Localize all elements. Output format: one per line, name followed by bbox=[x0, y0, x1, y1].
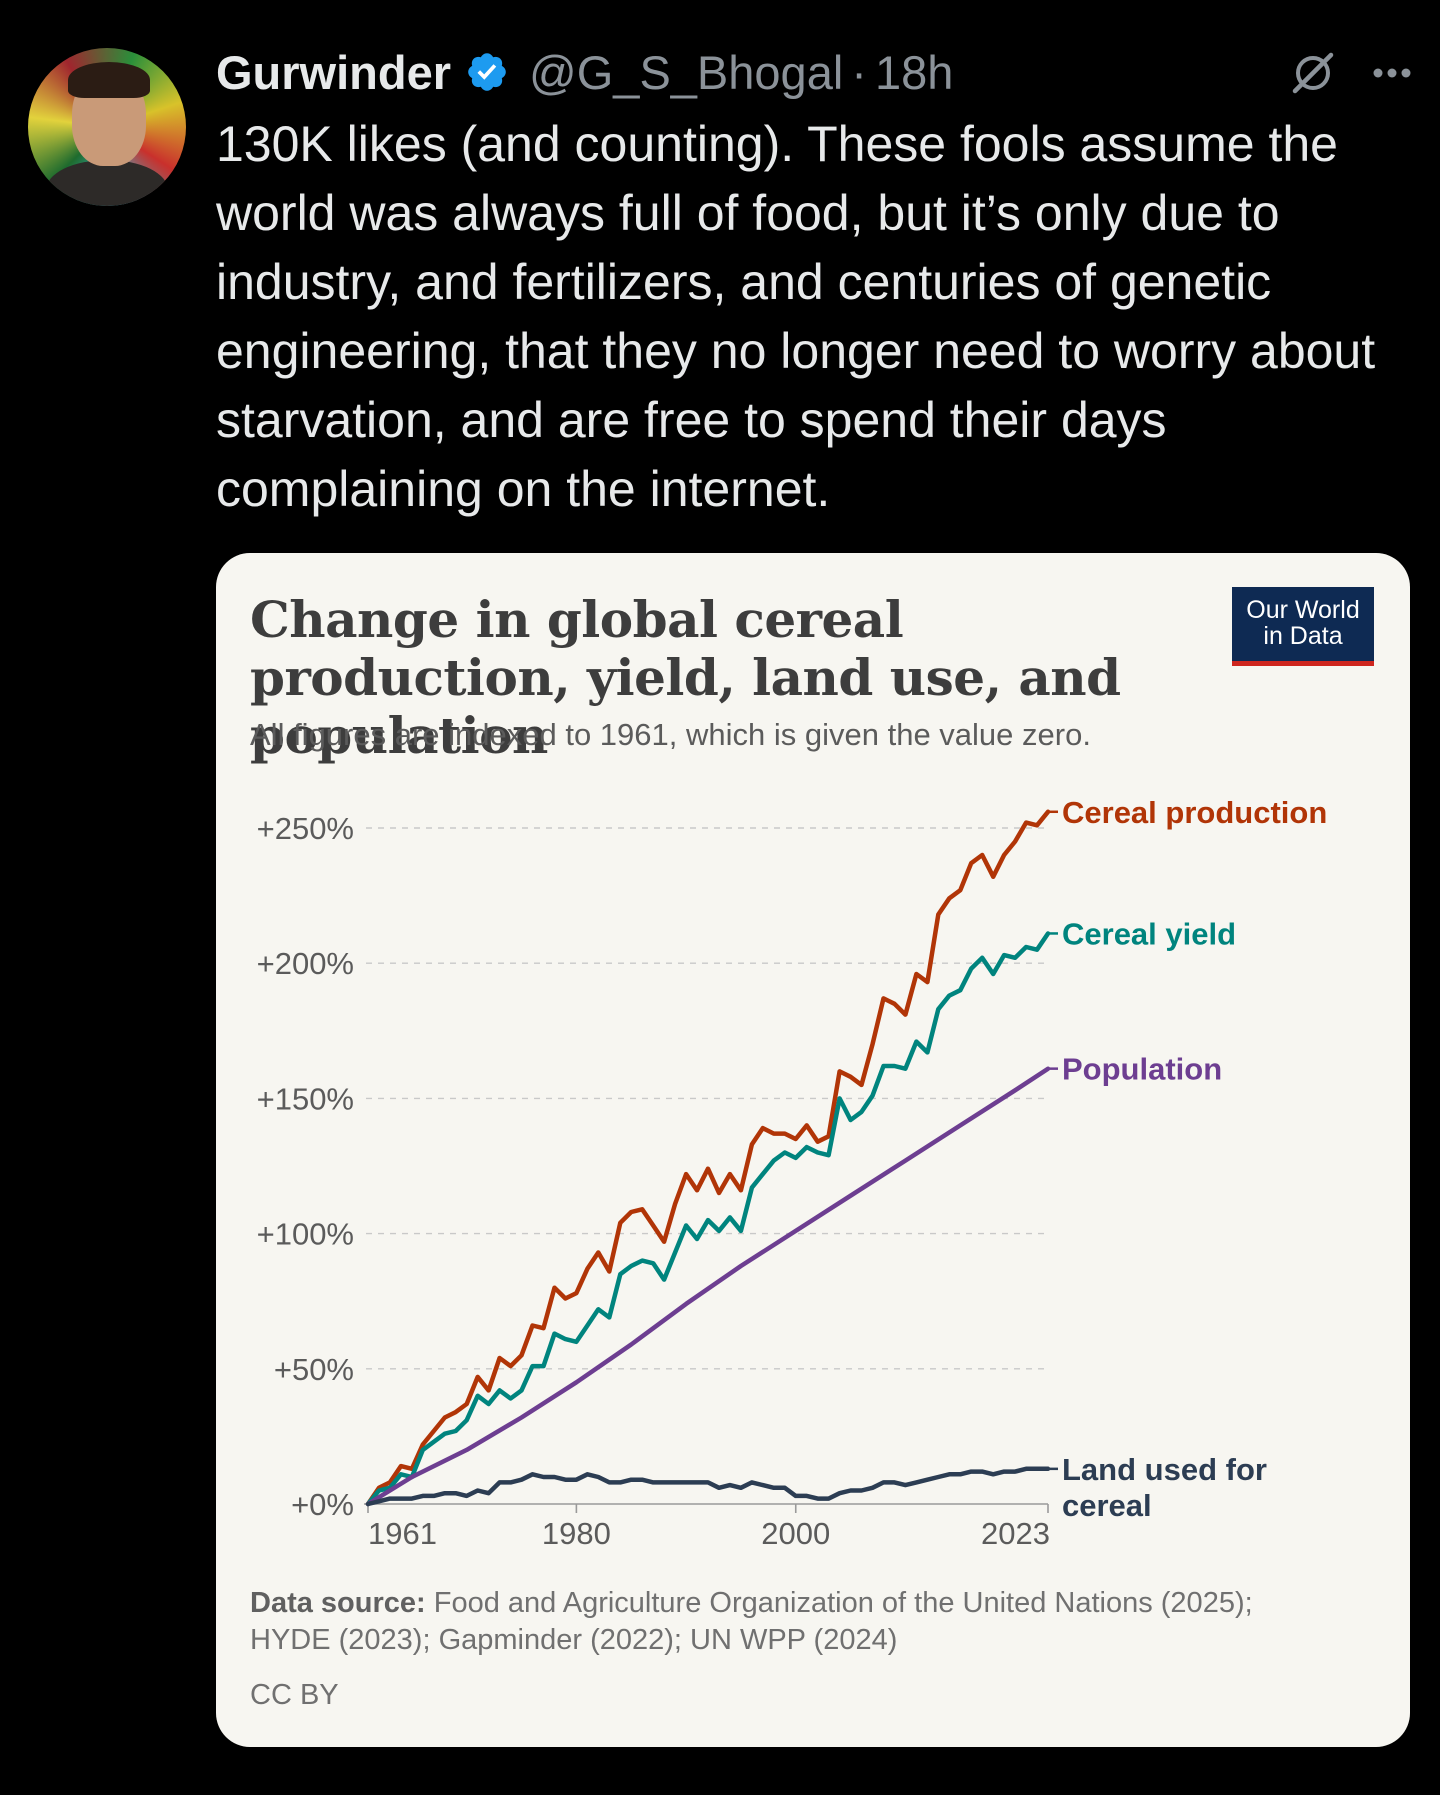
label-layer: +0% +50% +100% +150% +200% +250% 1961 1980 2000 2… bbox=[257, 795, 1328, 1551]
more-icon[interactable] bbox=[1372, 67, 1412, 79]
chart-card[interactable]: Change in global cereal production, yiel… bbox=[216, 553, 1410, 1747]
series-label: Land used for cereal bbox=[1062, 1452, 1267, 1523]
chart-footer: Data source: Food and Agriculture Organi… bbox=[250, 1585, 1253, 1659]
license[interactable]: CC BY bbox=[250, 1679, 339, 1711]
series-layer bbox=[365, 809, 1058, 1507]
y-tick-label: +0% bbox=[291, 1487, 354, 1522]
series-label: Population bbox=[1062, 1052, 1222, 1087]
series-line-cereal-production bbox=[365, 809, 1051, 1507]
source-text-2: HYDE (2023); Gapminder (2022); UN WPP (2… bbox=[250, 1624, 898, 1656]
series-line-cereal-yield bbox=[365, 931, 1051, 1507]
x-tick-label: 1961 bbox=[368, 1516, 437, 1551]
series-label: Cereal yield bbox=[1062, 916, 1236, 951]
avatar-hair bbox=[68, 62, 150, 98]
chart-title: Change in global cereal production, yiel… bbox=[250, 590, 1121, 765]
line-chart: +0% +50% +100% +150% +200% +250% 1961 1980 2000 2… bbox=[257, 795, 1328, 1551]
avatar-coat bbox=[46, 160, 168, 206]
series-line-land-used-for-cereal bbox=[365, 1466, 1051, 1507]
y-tick-label: +250% bbox=[257, 811, 354, 846]
logo-line-1: Our World bbox=[1246, 596, 1360, 624]
separator-dot: · bbox=[851, 45, 867, 99]
x-tick-label: 2000 bbox=[761, 1516, 830, 1551]
owid-logo[interactable]: Our World in Data bbox=[1232, 587, 1374, 666]
avatar[interactable] bbox=[28, 48, 186, 206]
header-actions bbox=[1288, 48, 1412, 98]
y-tick-label: +200% bbox=[257, 946, 354, 981]
chart-subtitle: All figures are indexed to 1961, which i… bbox=[250, 717, 1091, 752]
grid-layer bbox=[364, 827, 1049, 1513]
post-time[interactable]: 18h bbox=[874, 45, 954, 99]
post-header: Gurwinder @G_S_Bhogal · 18h bbox=[216, 44, 953, 100]
x-tick-label: 1980 bbox=[542, 1516, 611, 1551]
series-label-line: Population bbox=[1062, 1052, 1222, 1087]
source-label: Data source: bbox=[250, 1587, 426, 1619]
author-name[interactable]: Gurwinder bbox=[216, 45, 452, 99]
series-label-line: Cereal production bbox=[1062, 795, 1327, 830]
y-tick-label: +100% bbox=[257, 1217, 354, 1252]
series-label: Cereal production bbox=[1062, 795, 1327, 830]
x-tick-label: 2023 bbox=[981, 1516, 1050, 1551]
y-tick-label: +150% bbox=[257, 1081, 354, 1116]
source-text: Food and Agriculture Organization of the… bbox=[433, 1587, 1253, 1619]
series-label-line: Cereal yield bbox=[1062, 916, 1236, 951]
grok-icon[interactable] bbox=[1288, 48, 1338, 98]
series-label-line: cereal bbox=[1062, 1488, 1152, 1523]
series-label-line: Land used for bbox=[1062, 1452, 1267, 1487]
logo-line-2: in Data bbox=[1263, 622, 1343, 650]
verified-badge-icon[interactable] bbox=[465, 50, 509, 94]
y-tick-label: +50% bbox=[274, 1352, 354, 1387]
author-handle[interactable]: @G_S_Bhogal bbox=[529, 45, 844, 99]
post-text: 130K likes (and counting). These fools a… bbox=[216, 116, 1376, 517]
series-line-population bbox=[365, 1066, 1051, 1507]
